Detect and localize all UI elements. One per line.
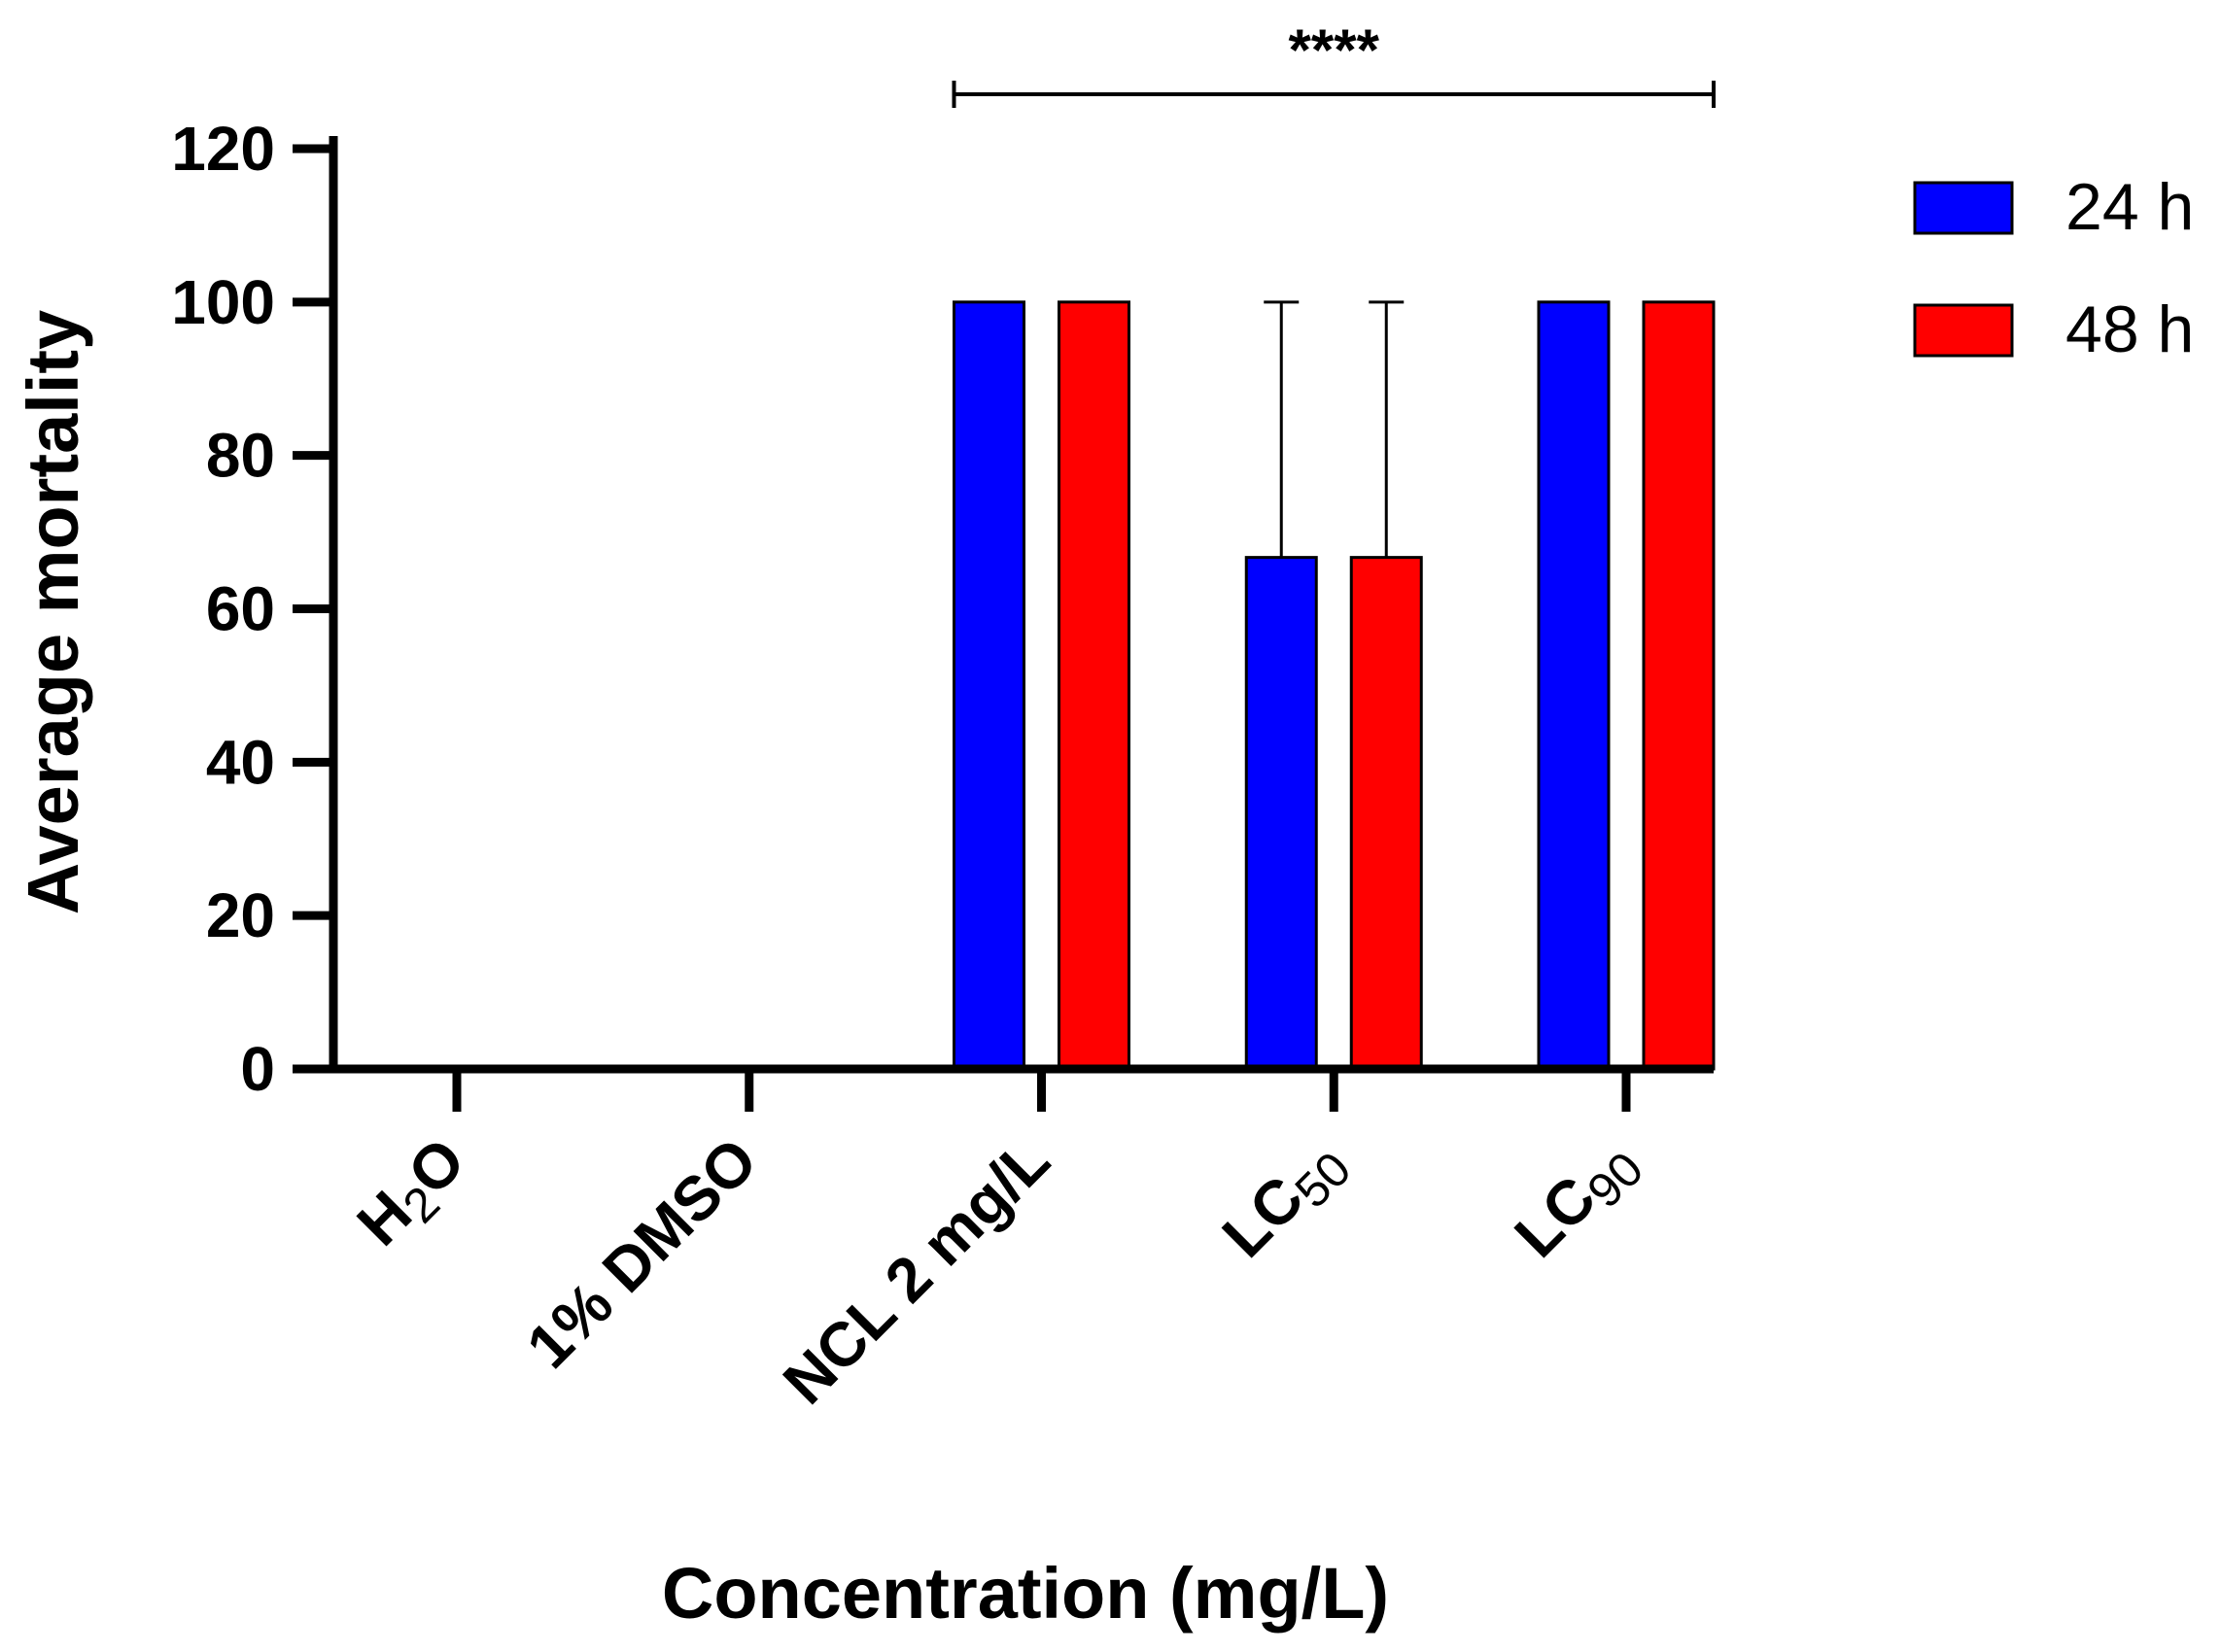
x-tick-label-0: H2O — [343, 1124, 484, 1265]
x-axis-title: Concentration (mg/L) — [662, 1553, 1389, 1634]
x-tick-label-3: LC50 — [1209, 1124, 1362, 1277]
x-tick-label-1: 1% DMSO — [513, 1124, 771, 1382]
y-ticks-layer: 0 20 40 60 80 100 120 — [171, 114, 333, 1104]
significance-bracket: **** — [952, 17, 1716, 108]
y-tick-label: 0 — [240, 1034, 275, 1104]
bars-layer — [953, 300, 1716, 1071]
bar-24h-3 — [1244, 556, 1318, 1071]
bar-48h-2 — [1058, 300, 1130, 1071]
bar-24h-2 — [953, 300, 1025, 1071]
y-tick-label: 20 — [206, 880, 275, 950]
significance-label: **** — [1289, 17, 1380, 83]
y-tick-label: 40 — [206, 727, 275, 797]
error-bars-layer — [1264, 300, 1405, 558]
legend-label-24h: 24 h — [2065, 170, 2194, 244]
legend-swatch-48h — [1913, 303, 2014, 358]
y-axis-title: Average mortality — [13, 310, 93, 914]
bar-48h-4 — [1642, 300, 1716, 1071]
x-tick-label-2: NCL 2 mg/L — [770, 1124, 1063, 1418]
bar-24h-4 — [1537, 300, 1611, 1071]
y-tick-label: 100 — [171, 267, 275, 337]
legend-swatch-24h — [1913, 181, 2014, 235]
x-tick-label-4: LC90 — [1501, 1124, 1653, 1277]
y-tick-label: 80 — [206, 421, 275, 491]
bar-48h-3 — [1349, 556, 1423, 1071]
x-ticks-layer: H2O 1% DMSO NCL 2 mg/L LC50 LC90 — [343, 1069, 1653, 1418]
legend: 24 h 48 h — [1913, 170, 2194, 366]
y-tick-label: 120 — [171, 114, 275, 184]
y-tick-label: 60 — [206, 574, 275, 644]
legend-label-48h: 48 h — [2065, 293, 2194, 366]
